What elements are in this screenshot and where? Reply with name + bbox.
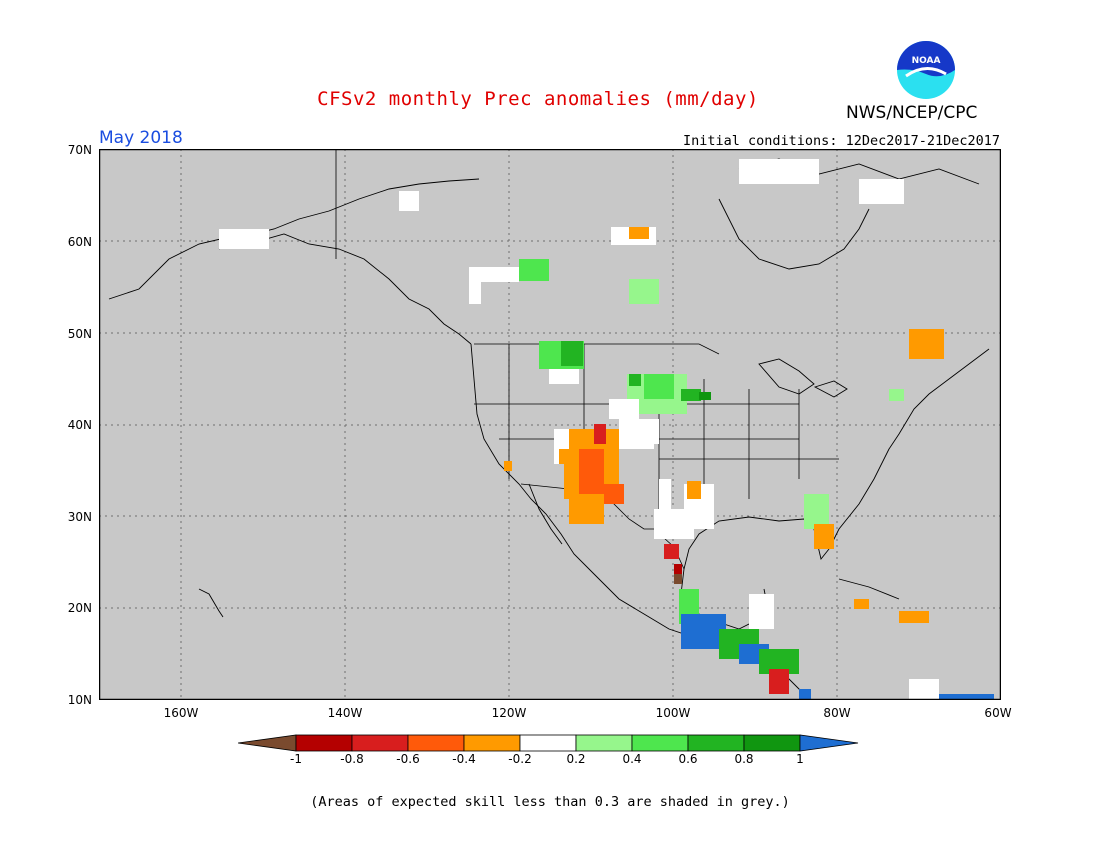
gridlines — [99, 149, 1001, 700]
lon-label: 120W — [491, 706, 527, 720]
legend-tick-label: 0.4 — [622, 752, 642, 766]
lon-label: 160W — [163, 706, 199, 720]
legend-swatch — [575, 734, 633, 752]
legend-swatch — [463, 734, 521, 752]
legend-arrow-high — [799, 734, 859, 752]
lat-label: 10N — [67, 693, 92, 707]
chart-title: CFSv2 monthly Prec anomalies (mm/day) — [317, 88, 759, 110]
lon-label: 80W — [823, 706, 851, 720]
legend-arrow-low — [238, 734, 297, 752]
agency-label: NWS/NCEP/CPC — [846, 103, 978, 123]
lat-label: 50N — [67, 327, 92, 341]
legend-swatch — [351, 734, 409, 752]
legend-tick-label: 0.2 — [566, 752, 586, 766]
noaa-logo: NOAA — [897, 41, 955, 99]
lat-label: 30N — [67, 510, 92, 524]
lat-label: 70N — [67, 143, 92, 157]
skill-footnote: (Areas of expected skill less than 0.3 a… — [310, 794, 790, 810]
legend-swatch — [295, 734, 353, 752]
lat-label: 40N — [67, 418, 92, 432]
target-month: May 2018 — [99, 128, 183, 148]
svg-text:NOAA: NOAA — [912, 56, 941, 66]
legend-swatch — [743, 734, 801, 752]
legend-tick-label: -0.8 — [340, 752, 364, 766]
anomaly-patches — [219, 159, 994, 700]
anomaly-map — [99, 149, 1001, 700]
lat-label: 20N — [67, 601, 92, 615]
lon-label: 60W — [984, 706, 1012, 720]
color-legend-bar — [238, 734, 859, 752]
legend-tick-label: -0.4 — [452, 752, 476, 766]
legend-swatch — [519, 734, 577, 752]
legend-swatch — [631, 734, 689, 752]
legend-tick-label: -0.2 — [508, 752, 532, 766]
legend-tick-label: 0.6 — [678, 752, 698, 766]
lon-label: 140W — [327, 706, 363, 720]
legend-tick-label: 1 — [796, 752, 804, 766]
legend-tick-label: 0.8 — [734, 752, 754, 766]
initial-conditions: Initial conditions: 12Dec2017-21Dec2017 — [683, 133, 1000, 149]
legend-swatch — [407, 734, 465, 752]
lat-label: 60N — [67, 235, 92, 249]
legend-swatch — [687, 734, 745, 752]
lon-label: 100W — [655, 706, 691, 720]
legend-tick-label: -0.6 — [396, 752, 420, 766]
legend-tick-label: -1 — [290, 752, 302, 766]
